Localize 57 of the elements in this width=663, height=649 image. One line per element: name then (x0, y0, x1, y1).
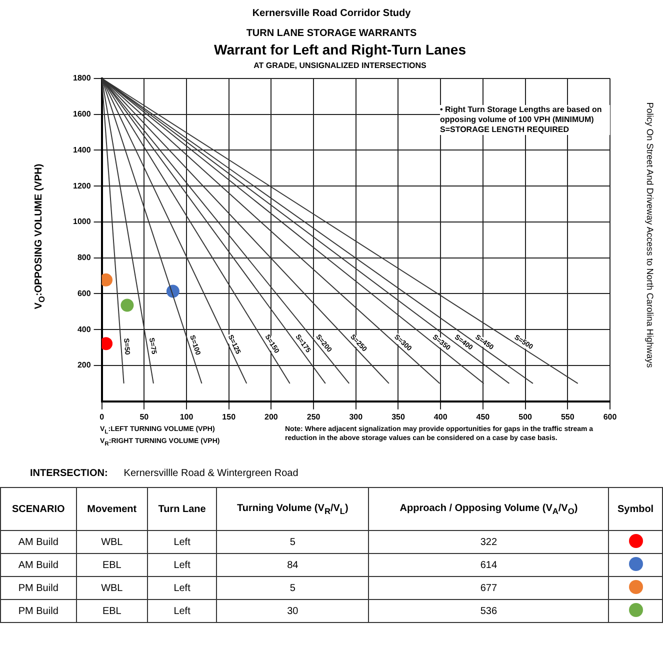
x-tick-label: 450 (476, 412, 490, 422)
text: AM Build (0, 530, 76, 554)
y-tick-label: 1400 (73, 145, 92, 154)
text: SCENARIO (0, 488, 76, 530)
text: Left (148, 554, 216, 576)
text: 322 (368, 530, 609, 554)
text: Turning Volume (V$_{R}$/V$_{L}$) (216, 488, 369, 530)
text: Left (148, 576, 216, 600)
text: Kernersville Road Corridor Study (251, 8, 412, 19)
x-tick-label: 300 (349, 412, 364, 422)
text: Kernersvillle Road & Wintergreen Road (124, 468, 298, 479)
x-tick-label: 200 (264, 412, 278, 422)
text: Turn Lane (148, 488, 216, 530)
text: 614 (368, 554, 609, 576)
x-tick-label: 350 (392, 412, 406, 422)
y-tick-label: 1200 (73, 181, 92, 190)
text: PM Build (0, 576, 76, 600)
annotation: • Right Turn Storage Lengths are based on opposing volume of 100 VPH (MINIMUM) (440, 105, 602, 124)
y-tick-label: 1800 (73, 74, 92, 83)
text: 5 (216, 576, 369, 600)
text: TURN LANE STORAGE WARRANTS (245, 28, 418, 39)
x-tick-label: 600 (603, 412, 618, 422)
text: EBL (76, 554, 148, 576)
y-tick-label: 200 (77, 360, 92, 370)
text: EBL (76, 600, 148, 622)
text: AM Build (0, 554, 76, 576)
text: 30 (216, 600, 369, 622)
x-tick-label: 550 (560, 412, 575, 422)
y-tick-label: 1600 (73, 109, 92, 118)
annotation: S=STORAGE LENGTH REQUIRED (440, 125, 569, 134)
text: Left (148, 600, 216, 622)
chart-title: Warrant for Left and Right-Turn Lanes (214, 41, 466, 58)
text: Movement (76, 488, 148, 530)
x-tick-label: 150 (222, 412, 236, 422)
x-tick-label: 50 (140, 412, 150, 422)
x-tick-label: 400 (434, 412, 448, 422)
text: INTERSECTION: (30, 468, 108, 479)
text: 536 (368, 600, 609, 622)
y-tick-label: 1000 (73, 217, 92, 226)
text: Policy On Street And Driveway Access to North Carolina Highways (645, 101, 655, 370)
x-tick-label: 250 (306, 412, 321, 422)
text: 84 (216, 554, 369, 576)
chart-subtitle: AT GRADE, UNSIGNALIZED INTERSECTIONS (254, 60, 428, 70)
text: Left (148, 530, 216, 554)
text: WBL (76, 530, 148, 554)
x-tick-label: 0 (100, 412, 105, 422)
text: Approach / Opposing Volume (V$_{A}$/V$_{O}$) (368, 488, 609, 530)
y-tick-label: 600 (77, 288, 92, 298)
x-tick-label: 500 (518, 412, 533, 422)
y-tick-label: 400 (77, 324, 92, 334)
x-tick-label: 100 (180, 412, 194, 422)
text: 677 (368, 576, 609, 600)
text: PM Build (0, 600, 76, 622)
text: 5 (216, 530, 369, 554)
text: Symbol (608, 488, 662, 530)
text: WBL (76, 576, 148, 600)
y-tick-label: 800 (77, 253, 92, 262)
